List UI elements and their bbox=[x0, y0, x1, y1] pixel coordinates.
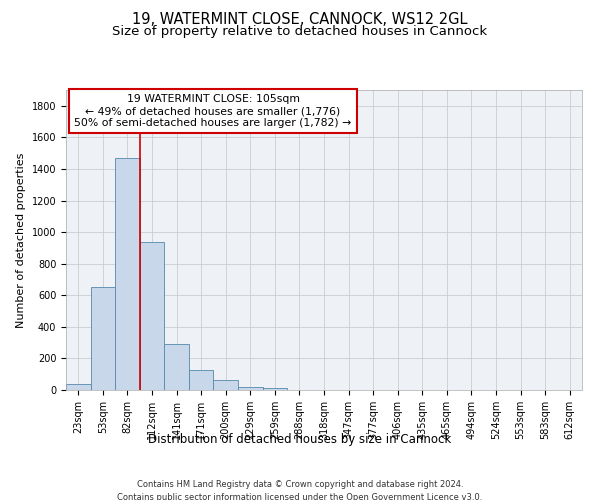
Bar bbox=[189, 370, 214, 390]
Bar bbox=[91, 288, 115, 390]
Text: Distribution of detached houses by size in Cannock: Distribution of detached houses by size … bbox=[148, 432, 452, 446]
Text: Size of property relative to detached houses in Cannock: Size of property relative to detached ho… bbox=[112, 25, 488, 38]
Bar bbox=[115, 158, 140, 390]
Bar bbox=[238, 386, 263, 390]
Bar bbox=[214, 380, 238, 390]
Text: Contains HM Land Registry data © Crown copyright and database right 2024.
Contai: Contains HM Land Registry data © Crown c… bbox=[118, 480, 482, 500]
Y-axis label: Number of detached properties: Number of detached properties bbox=[16, 152, 26, 328]
Bar bbox=[263, 388, 287, 390]
Text: 19 WATERMINT CLOSE: 105sqm
← 49% of detached houses are smaller (1,776)
50% of s: 19 WATERMINT CLOSE: 105sqm ← 49% of deta… bbox=[74, 94, 352, 128]
Text: 19, WATERMINT CLOSE, CANNOCK, WS12 2GL: 19, WATERMINT CLOSE, CANNOCK, WS12 2GL bbox=[132, 12, 468, 28]
Bar bbox=[164, 344, 189, 390]
Bar bbox=[66, 384, 91, 390]
Bar bbox=[140, 242, 164, 390]
